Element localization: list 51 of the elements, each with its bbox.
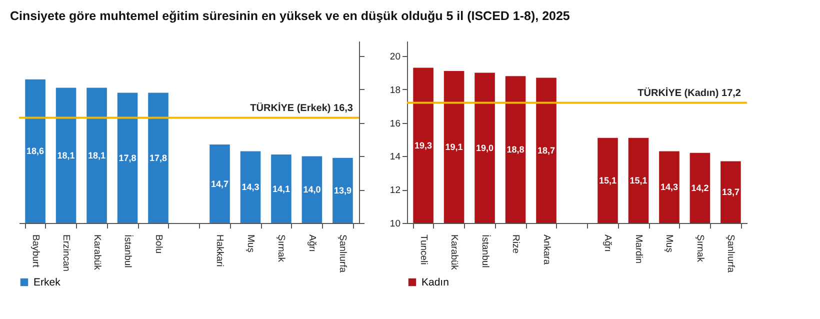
text: 13,7 bbox=[722, 187, 740, 198]
x-tick-label: Karabük bbox=[448, 234, 460, 270]
x-tick-label: Şırnak bbox=[694, 234, 706, 262]
x-tick-label: Rize bbox=[510, 234, 522, 254]
x-tick-label: Ankara bbox=[540, 234, 552, 266]
y-tick-label: 12 bbox=[390, 185, 400, 196]
text: 19,3 bbox=[414, 140, 432, 150]
x-tick-label: İstanbul bbox=[122, 234, 134, 268]
text: 14,2 bbox=[691, 182, 709, 193]
x-tick-label: Tunceli bbox=[418, 234, 429, 265]
text: 14,7 bbox=[210, 178, 229, 189]
text: 18,6 bbox=[26, 146, 44, 156]
text: 14,0 bbox=[303, 184, 321, 195]
x-tick-label: Şanlıurfa bbox=[725, 234, 736, 274]
legend-label: Erkek bbox=[34, 276, 62, 288]
x-tick-label: Karabük bbox=[91, 234, 102, 270]
text: 14,3 bbox=[242, 182, 260, 192]
x-tick-label: Şanlıurfa bbox=[337, 234, 348, 274]
ref-line-label: TÜRKİYE (Kadın) 17,2 bbox=[638, 86, 742, 99]
x-tick-label: Ağrı bbox=[306, 234, 318, 252]
x-tick-label: Ağrı bbox=[602, 234, 614, 252]
x-tick-label: Bayburt bbox=[30, 234, 41, 268]
x-tick-label: Muş bbox=[664, 234, 675, 253]
text: 18,1 bbox=[57, 150, 75, 160]
text: 19,0 bbox=[476, 142, 494, 153]
text: 18,1 bbox=[88, 150, 106, 160]
x-tick-label: Erzincan bbox=[60, 234, 72, 272]
legend-label: Kadın bbox=[422, 276, 450, 288]
y-tick-label: 20 bbox=[390, 52, 400, 63]
x-tick-label: İstanbul bbox=[479, 234, 492, 268]
x-tick-label: Mardin bbox=[632, 234, 644, 264]
y-tick-label: 18 bbox=[390, 84, 400, 96]
x-tick-label: Hakkari bbox=[214, 234, 226, 267]
text: 17,8 bbox=[118, 152, 136, 163]
text: 13,9 bbox=[334, 185, 352, 196]
x-tick-label: Şırnak bbox=[276, 234, 287, 262]
text: 18,7 bbox=[537, 145, 556, 156]
text: 15,1 bbox=[630, 175, 648, 186]
y-tick-label: 10 bbox=[390, 218, 400, 230]
text: 15,1 bbox=[598, 175, 617, 186]
chart-title: Cinsiyete göre muhtemel eğitim süresinin en yüksek ve en düşük olduğu 5 il (ISCED 1-8), 2025 bbox=[9, 8, 571, 23]
y-tick-label: 16 bbox=[390, 118, 400, 130]
ref-line-label: TÜRKİYE (Erkek) 16,3 bbox=[250, 102, 354, 114]
text: 14,1 bbox=[272, 184, 290, 194]
text: 19,1 bbox=[445, 142, 463, 152]
y-tick-label: 14 bbox=[390, 152, 400, 163]
text: 18,8 bbox=[506, 144, 524, 155]
x-tick-label: Bolu bbox=[152, 234, 164, 254]
text: 14,3 bbox=[660, 182, 678, 192]
text: 17,8 bbox=[149, 152, 168, 163]
x-tick-label: Muş bbox=[244, 234, 256, 253]
